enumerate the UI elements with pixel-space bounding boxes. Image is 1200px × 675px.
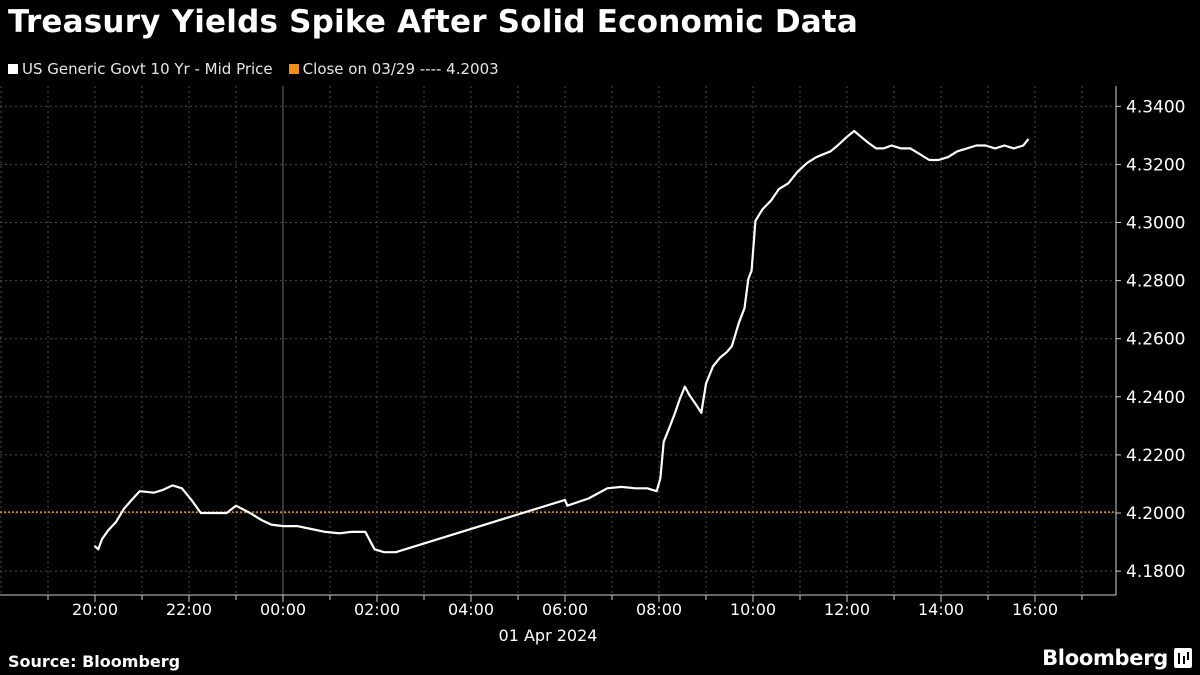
x-tick-label: 16:00 (1012, 600, 1058, 619)
x-tick-label: 20:00 (72, 600, 118, 619)
y-tick-label: 4.3400 (1126, 97, 1185, 117)
y-tick-label: 4.1800 (1126, 562, 1185, 582)
x-tick-label: 22:00 (166, 600, 212, 619)
bloomberg-logo: Bloomberg (1042, 646, 1192, 670)
x-tick-label: 12:00 (824, 600, 870, 619)
y-tick-label: 4.3200 (1126, 155, 1185, 175)
legend-item-series: US Generic Govt 10 Yr - Mid Price (8, 60, 273, 78)
x-tick-label: 10:00 (730, 600, 776, 619)
y-tick-label: 4.2000 (1126, 504, 1185, 524)
y-tick-label: 4.3000 (1126, 214, 1185, 234)
x-tick-label: 06:00 (542, 600, 588, 619)
legend-close-label: Close on 03/29 ---- 4.2003 (302, 60, 499, 78)
legend-item-close: Close on 03/29 ---- 4.2003 (288, 60, 499, 78)
x-tick-label: 04:00 (448, 600, 494, 619)
series-line-us-10yr (93, 129, 1029, 554)
legend: US Generic Govt 10 Yr - Mid Price Close … (8, 60, 515, 78)
bloomberg-logo-icon (1174, 648, 1192, 668)
legend-swatch-close (288, 64, 299, 74)
y-tick-label: 4.2800 (1126, 272, 1185, 292)
legend-series-label: US Generic Govt 10 Yr - Mid Price (22, 60, 273, 78)
source-note: Source: Bloomberg (8, 652, 181, 671)
legend-swatch-series (8, 64, 18, 74)
y-tick-label: 4.2400 (1126, 388, 1185, 408)
x-tick-label: 02:00 (354, 600, 400, 619)
x-tick-label: 08:00 (636, 600, 682, 619)
logo-text: Bloomberg (1042, 646, 1168, 670)
x-tick-label: 14:00 (918, 600, 964, 619)
chart-title: Treasury Yields Spike After Solid Econom… (8, 4, 859, 40)
x-tick-label: 00:00 (260, 600, 306, 619)
x-axis-label: 01 Apr 2024 (499, 626, 598, 645)
y-tick-label: 4.2200 (1126, 446, 1185, 466)
y-tick-label: 4.2600 (1126, 330, 1185, 350)
